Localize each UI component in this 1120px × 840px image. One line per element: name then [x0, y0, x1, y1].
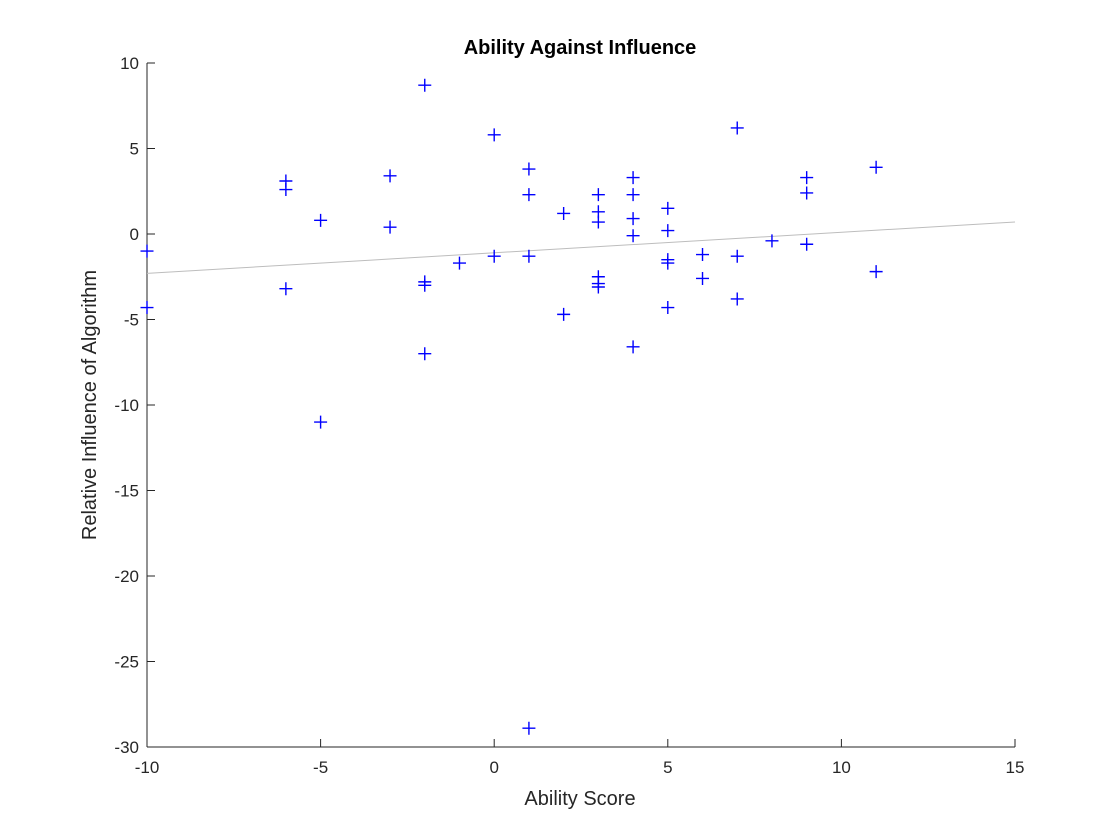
- data-point: [522, 188, 536, 202]
- data-point: [591, 215, 605, 229]
- data-point: [661, 256, 675, 270]
- data-points: [140, 78, 883, 735]
- data-point: [522, 721, 536, 735]
- data-point: [557, 206, 571, 220]
- y-tick-label: -10: [114, 396, 139, 415]
- x-tick-label: 5: [663, 758, 672, 777]
- data-point: [522, 162, 536, 176]
- trendline-group: [146, 221, 1016, 274]
- axes: -10 -5 0 5 10 15 -30 -25 -20 -15 -10 -5 0 5 10: [114, 54, 1024, 777]
- data-point: [279, 282, 293, 296]
- data-point: [661, 224, 675, 238]
- data-point: [522, 249, 536, 263]
- data-point: [661, 301, 675, 315]
- data-point: [696, 248, 710, 262]
- data-point: [626, 229, 640, 243]
- x-tick-label: -5: [313, 758, 328, 777]
- y-tick-label: -5: [124, 311, 139, 330]
- y-tick-label: -20: [114, 567, 139, 586]
- x-tick-label: 10: [832, 758, 851, 777]
- x-tick-label: 15: [1006, 758, 1025, 777]
- data-point: [800, 186, 814, 200]
- y-tick-label: -15: [114, 482, 139, 501]
- data-point: [140, 244, 154, 258]
- data-point: [591, 188, 605, 202]
- data-point: [869, 265, 883, 279]
- trendline: [146, 221, 1016, 274]
- data-point: [730, 121, 744, 135]
- data-point: [452, 256, 466, 270]
- x-axis-label: Ability Score: [524, 788, 635, 810]
- data-point: [383, 220, 397, 234]
- data-point: [487, 249, 501, 263]
- y-tick-label: 10: [120, 54, 139, 73]
- y-tick-label: -30: [114, 738, 139, 757]
- data-point: [661, 201, 675, 215]
- data-point: [418, 78, 432, 92]
- data-point: [730, 249, 744, 263]
- data-point: [314, 415, 328, 429]
- data-point: [869, 160, 883, 174]
- data-point: [418, 347, 432, 361]
- data-point: [383, 169, 397, 183]
- data-point: [800, 171, 814, 185]
- data-point: [140, 301, 154, 315]
- data-point: [626, 171, 640, 185]
- data-point: [626, 188, 640, 202]
- data-point: [418, 278, 432, 292]
- data-point: [730, 292, 744, 306]
- data-point: [487, 128, 501, 142]
- x-tick-label: 0: [489, 758, 498, 777]
- data-point: [591, 280, 605, 294]
- data-point: [279, 183, 293, 197]
- data-point: [800, 237, 814, 251]
- y-axis-label: Relative Influence of Algorithm: [79, 270, 101, 540]
- data-point: [557, 307, 571, 321]
- data-point: [626, 212, 640, 226]
- data-point: [696, 271, 710, 285]
- y-tick-label: -25: [114, 653, 139, 672]
- y-tick-label: 5: [130, 140, 139, 159]
- data-point: [314, 213, 328, 227]
- y-tick-label: 0: [130, 225, 139, 244]
- chart-title: Ability Against Influence: [464, 37, 697, 59]
- data-point: [626, 340, 640, 354]
- data-point: [765, 234, 779, 248]
- x-tick-label: -10: [135, 758, 160, 777]
